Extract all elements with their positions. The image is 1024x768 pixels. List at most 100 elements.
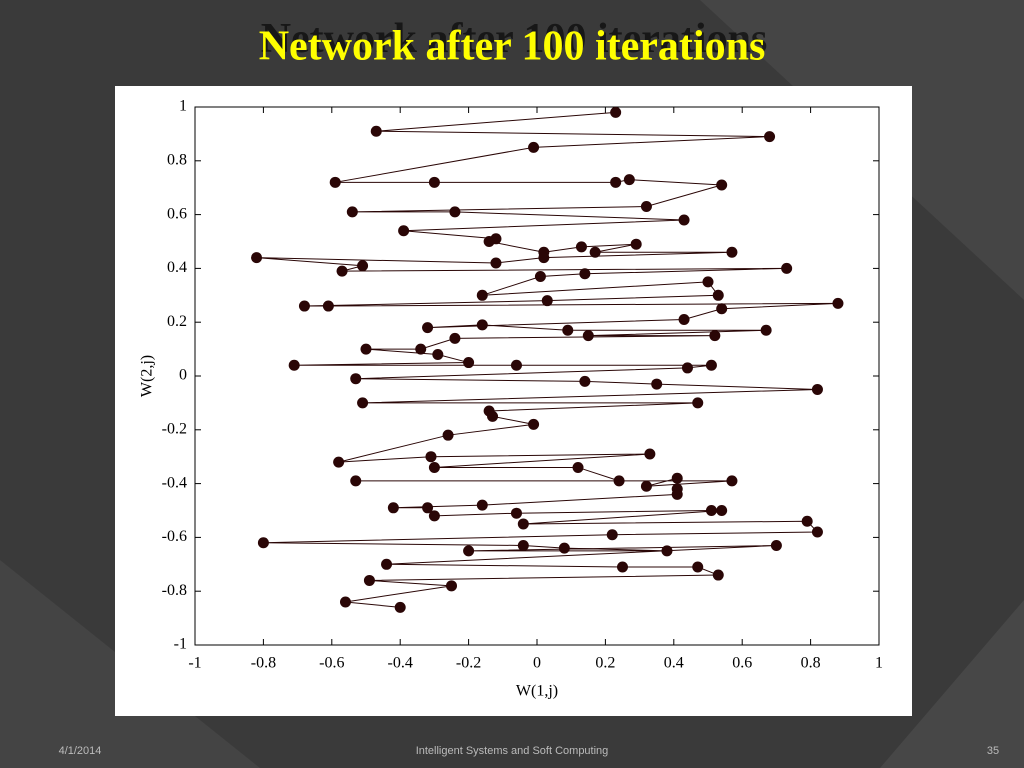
data-point — [538, 252, 550, 264]
x-tick-label: 1 — [875, 655, 883, 672]
data-point — [339, 596, 351, 608]
data-point — [651, 378, 663, 390]
data-point — [370, 125, 382, 137]
bg-shape — [880, 600, 1024, 768]
data-point — [360, 343, 372, 355]
data-point — [322, 300, 334, 312]
data-point — [251, 252, 263, 264]
data-point — [528, 418, 540, 430]
data-point — [709, 330, 721, 342]
footer-page: 35 — [987, 745, 999, 757]
data-point — [671, 472, 683, 484]
data-point — [381, 558, 393, 570]
data-point — [357, 397, 369, 409]
data-point — [333, 456, 345, 468]
data-point — [716, 179, 728, 191]
data-point — [712, 569, 724, 581]
x-tick-label: 0.8 — [801, 655, 821, 672]
data-point — [811, 526, 823, 538]
data-point — [716, 303, 728, 315]
chart-panel — [115, 86, 912, 716]
data-point — [487, 410, 499, 422]
y-tick-label: 1 — [179, 98, 187, 115]
data-point — [476, 289, 488, 301]
data-point — [449, 206, 461, 218]
data-point — [558, 542, 570, 554]
data-point — [476, 499, 488, 511]
footer-title: Intelligent Systems and Soft Computing — [416, 745, 609, 757]
data-point — [483, 236, 495, 247]
data-point — [617, 561, 628, 573]
data-point — [350, 475, 362, 487]
y-tick-label: 0.2 — [167, 313, 187, 330]
data-point — [510, 359, 522, 371]
x-tick-label: -0.8 — [251, 655, 276, 672]
data-point — [606, 529, 618, 541]
data-point — [476, 319, 488, 331]
title-shadow: Network after 100 iterations — [261, 16, 768, 62]
data-point — [781, 262, 793, 274]
data-point — [579, 375, 591, 387]
data-point — [422, 322, 434, 334]
data-point — [449, 332, 461, 344]
data-point — [579, 268, 591, 280]
data-point — [394, 601, 406, 613]
data-point — [770, 539, 782, 551]
data-point — [630, 238, 642, 250]
data-point — [562, 324, 574, 336]
data-point — [610, 106, 622, 118]
data-point — [613, 475, 625, 487]
y-tick-label: 0.8 — [167, 151, 187, 168]
data-point — [298, 300, 310, 312]
y-tick-label: -0.8 — [162, 582, 187, 599]
data-point — [572, 461, 584, 473]
data-point — [760, 324, 772, 336]
data-point — [517, 539, 529, 551]
footer-date: 4/1/2014 — [59, 745, 102, 757]
data-point — [575, 241, 587, 253]
data-point — [534, 270, 546, 282]
data-point — [398, 225, 410, 237]
data-point — [678, 214, 690, 226]
data-point — [257, 537, 269, 549]
data-point — [623, 174, 635, 186]
x-tick-label: -0.6 — [319, 655, 344, 672]
data-point — [517, 518, 529, 530]
data-point — [832, 297, 844, 309]
x-tick-label: -0.2 — [456, 655, 481, 672]
series-line — [256, 111, 838, 608]
data-point — [428, 176, 440, 188]
data-point — [346, 206, 358, 218]
data-point — [716, 505, 728, 516]
data-point — [463, 357, 475, 369]
data-point — [425, 451, 437, 463]
y-tick-label: 0.6 — [167, 205, 187, 222]
data-point — [702, 276, 714, 288]
x-axis-label: W(1,j) — [516, 683, 558, 700]
x-tick-label: -0.4 — [388, 655, 413, 672]
data-point — [541, 295, 553, 307]
x-tick-label: -1 — [188, 655, 201, 672]
data-point — [463, 545, 475, 557]
data-point — [446, 580, 457, 592]
y-tick-label: -0.6 — [162, 528, 187, 545]
y-tick-label: 0 — [179, 367, 187, 384]
data-point — [350, 373, 362, 385]
data-point — [661, 545, 673, 557]
data-point — [640, 480, 652, 492]
data-point — [811, 383, 823, 395]
y-tick-label: -0.2 — [162, 420, 187, 437]
data-point — [490, 257, 502, 269]
data-point — [705, 359, 717, 371]
data-point — [692, 397, 704, 409]
data-point — [681, 362, 693, 374]
data-point — [726, 475, 738, 487]
data-point — [336, 265, 348, 277]
y-tick-label: -0.4 — [162, 474, 187, 491]
data-point — [582, 330, 594, 342]
data-point — [640, 201, 652, 213]
data-point — [678, 314, 690, 326]
data-point — [363, 574, 375, 586]
data-point — [589, 246, 601, 258]
data-point — [610, 176, 622, 188]
